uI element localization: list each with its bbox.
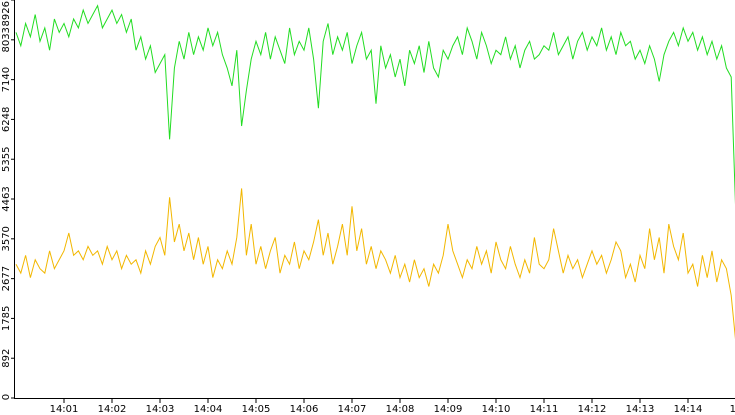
y-tick-label: 4463 [1, 186, 12, 211]
x-tick-label: 14:14 [674, 404, 703, 415]
x-tick-label: 14:03 [146, 404, 175, 415]
series-line [15, 4, 735, 205]
x-tick-label: 14:09 [434, 404, 463, 415]
y-tick-label: 5355 [1, 147, 12, 172]
x-tick-label: 14:13 [626, 404, 655, 415]
x-tick-label: 14:08 [386, 404, 415, 415]
y-tick-label: 892 [1, 349, 12, 368]
x-tick-label: 14:01 [50, 404, 79, 415]
x-tick-label: 14:02 [98, 404, 127, 415]
x-tick-label: 14:04 [194, 404, 223, 415]
y-tick-label: 6248 [1, 107, 12, 132]
y-tick-label: 7140 [1, 67, 12, 92]
y-tick-label: 1785 [1, 306, 12, 331]
series-line [15, 188, 735, 340]
x-tick-label: 14:06 [290, 404, 319, 415]
x-tick-label: 14:12 [578, 404, 607, 415]
x-tick-label: 14:10 [482, 404, 511, 415]
y-tick-label: 0 [1, 394, 12, 400]
x-tick-label: 14:05 [242, 404, 271, 415]
y-tick-label: 8926 [1, 1, 12, 26]
y-tick-label: 8033 [1, 27, 12, 52]
x-tick-label: 14:07 [338, 404, 367, 415]
x-tick-label: 14 [730, 404, 735, 415]
y-tick-label: 3570 [1, 226, 12, 251]
x-tick-label: 14:11 [530, 404, 559, 415]
y-tick-label: 2677 [1, 266, 12, 291]
